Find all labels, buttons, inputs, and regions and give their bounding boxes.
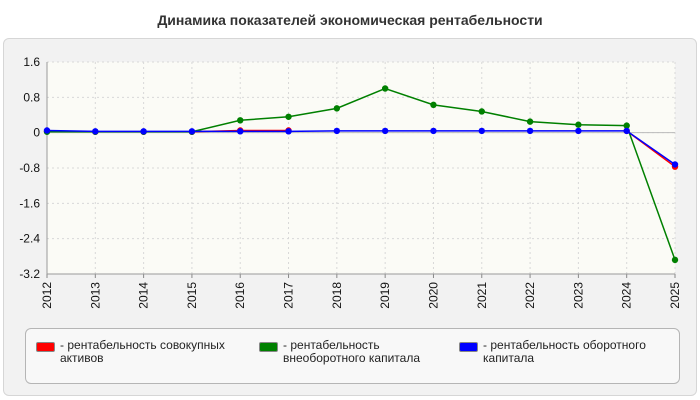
data-point-1	[623, 122, 630, 129]
data-point-1	[575, 121, 582, 128]
legend-swatch-current	[459, 342, 478, 352]
x-tick-label: 2023	[571, 282, 585, 309]
data-point-2	[285, 128, 292, 135]
x-tick-label: 2018	[330, 282, 344, 309]
legend-label-assets: рентабельность совокупных активов	[60, 339, 245, 365]
data-point-2	[430, 127, 437, 135]
data-point-1	[333, 105, 341, 112]
series-line-2	[46, 129, 676, 166]
data-point-2	[478, 127, 485, 135]
x-tick-label: 2020	[426, 282, 440, 309]
x-tick-label: 2017	[282, 282, 296, 309]
y-tick-label: 0.8	[23, 90, 40, 104]
y-tick-label: 1.6	[23, 55, 40, 69]
data-point-2	[92, 128, 99, 135]
x-tick-label: 2015	[185, 282, 199, 309]
x-tick-label: 2012	[40, 282, 54, 309]
data-point-1	[671, 256, 679, 264]
data-point-2	[381, 127, 389, 135]
legend-swatch-noncurrent	[259, 342, 278, 352]
data-point-2	[140, 128, 147, 135]
legend-label-noncurrent: рентабельность внеоборотного капитала	[283, 339, 448, 365]
data-point-1	[285, 113, 292, 120]
data-point-1	[237, 117, 244, 124]
data-point-2	[237, 128, 244, 135]
y-tick-label: -3.2	[19, 267, 40, 281]
y-tick-label: -1.6	[19, 196, 40, 210]
data-point-2	[43, 127, 51, 134]
data-point-1	[478, 108, 485, 115]
y-tick-label: 0	[33, 126, 40, 140]
x-tick-label: 2025	[668, 282, 682, 309]
data-point-1	[526, 118, 534, 125]
x-tick-label: 2016	[233, 282, 247, 309]
x-tick-label: 2021	[475, 282, 489, 309]
x-tick-label: 2014	[137, 282, 151, 309]
data-point-1	[430, 101, 437, 109]
y-tick-label: -0.8	[19, 161, 40, 175]
x-tick-label: 2013	[88, 282, 102, 309]
legend-swatch-assets	[36, 342, 55, 352]
data-point-2	[188, 128, 196, 135]
x-tick-label: 2019	[378, 282, 392, 309]
data-point-2	[623, 127, 630, 135]
data-point-2	[671, 161, 679, 168]
x-tick-label: 2024	[620, 282, 634, 309]
data-point-2	[526, 127, 534, 135]
data-point-2	[333, 127, 341, 135]
x-tick-label: 2022	[523, 282, 537, 309]
plot-area	[47, 62, 675, 274]
legend-label-current: рентабельность оборотного капитала	[483, 339, 678, 365]
data-point-2	[575, 127, 582, 135]
chart-legend: рентабельность совокупных активов рентаб…	[25, 328, 680, 384]
chart-title: Динамика показателей экономическая рента…	[157, 12, 543, 28]
data-point-1	[381, 85, 389, 92]
y-tick-label: -2.4	[19, 232, 40, 246]
